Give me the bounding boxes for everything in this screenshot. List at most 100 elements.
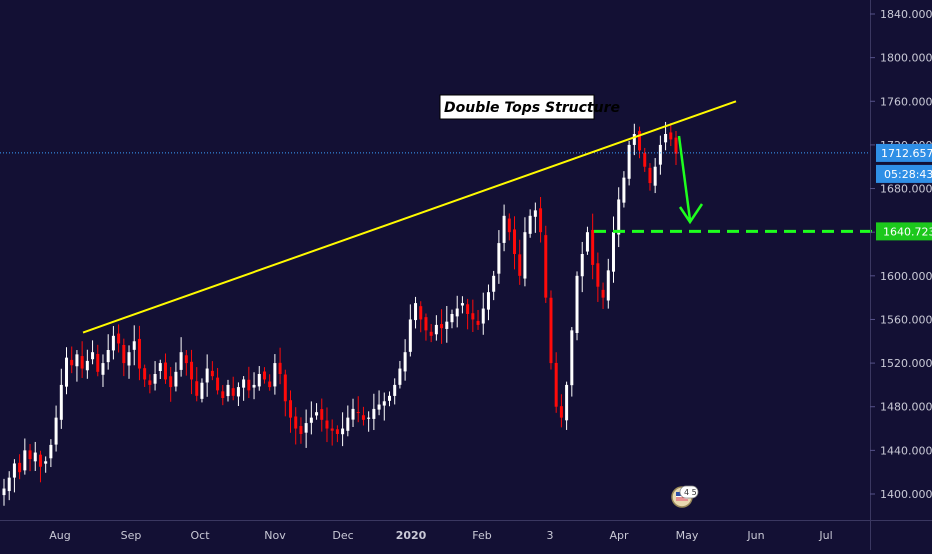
candle[interactable] bbox=[278, 347, 282, 385]
candle[interactable] bbox=[195, 367, 199, 402]
candle[interactable] bbox=[23, 438, 27, 475]
candle[interactable] bbox=[648, 163, 652, 191]
candle[interactable] bbox=[544, 225, 548, 303]
candle[interactable] bbox=[596, 252, 600, 302]
candle[interactable] bbox=[513, 216, 517, 270]
candle[interactable] bbox=[101, 354, 105, 387]
candle[interactable] bbox=[585, 226, 589, 255]
candle[interactable] bbox=[325, 407, 329, 443]
candle[interactable] bbox=[179, 337, 183, 377]
candle[interactable] bbox=[611, 216, 615, 283]
candle[interactable] bbox=[216, 367, 220, 395]
candle[interactable] bbox=[523, 217, 527, 287]
y-axis[interactable]: 1840.0001800.0001760.0001720.0001680.000… bbox=[870, 0, 932, 550]
candle[interactable] bbox=[539, 196, 543, 243]
candle[interactable] bbox=[393, 378, 397, 405]
candle[interactable] bbox=[460, 296, 464, 314]
candle[interactable] bbox=[148, 374, 152, 394]
candle[interactable] bbox=[320, 398, 324, 432]
candle[interactable] bbox=[54, 405, 58, 452]
candle[interactable] bbox=[669, 123, 673, 147]
annotation-box[interactable]: Double Tops Structure bbox=[439, 94, 620, 120]
candle[interactable] bbox=[559, 394, 563, 428]
candle[interactable] bbox=[429, 324, 433, 343]
candle[interactable] bbox=[466, 298, 470, 330]
candle[interactable] bbox=[533, 202, 537, 233]
candle[interactable] bbox=[252, 372, 256, 400]
candle[interactable] bbox=[221, 385, 225, 406]
candle[interactable] bbox=[492, 270, 496, 301]
candle[interactable] bbox=[132, 325, 136, 366]
candle[interactable] bbox=[49, 439, 53, 468]
candle[interactable] bbox=[445, 305, 449, 343]
candle[interactable] bbox=[309, 401, 313, 435]
candle[interactable] bbox=[231, 376, 235, 401]
candle[interactable] bbox=[315, 403, 319, 420]
candle[interactable] bbox=[643, 147, 647, 172]
candle[interactable] bbox=[653, 158, 657, 194]
candle[interactable] bbox=[80, 341, 84, 378]
candle[interactable] bbox=[91, 340, 95, 365]
candle[interactable] bbox=[190, 349, 194, 395]
candle[interactable] bbox=[575, 271, 579, 341]
candle[interactable] bbox=[65, 347, 69, 395]
candle[interactable] bbox=[502, 204, 506, 252]
candle[interactable] bbox=[137, 325, 141, 381]
candle[interactable] bbox=[518, 239, 522, 285]
candle[interactable] bbox=[674, 130, 678, 165]
candle[interactable] bbox=[106, 334, 110, 370]
candle[interactable] bbox=[398, 360, 402, 389]
candle[interactable] bbox=[565, 381, 569, 430]
candle[interactable] bbox=[268, 374, 272, 391]
candle[interactable] bbox=[528, 209, 532, 238]
candle[interactable] bbox=[377, 390, 381, 416]
candle[interactable] bbox=[85, 349, 89, 379]
candle[interactable] bbox=[205, 354, 209, 397]
candle[interactable] bbox=[591, 213, 595, 280]
candle[interactable] bbox=[372, 393, 376, 431]
candle[interactable] bbox=[299, 417, 303, 444]
candle[interactable] bbox=[486, 284, 490, 321]
candle[interactable] bbox=[408, 304, 412, 357]
candle[interactable] bbox=[200, 378, 204, 403]
candle[interactable] bbox=[33, 441, 37, 471]
candle[interactable] bbox=[627, 140, 631, 186]
candle[interactable] bbox=[184, 350, 188, 376]
candle[interactable] bbox=[481, 292, 485, 335]
candle[interactable] bbox=[127, 345, 131, 379]
candle[interactable] bbox=[580, 241, 584, 293]
candle[interactable] bbox=[143, 364, 147, 387]
candle[interactable] bbox=[335, 425, 339, 443]
candle[interactable] bbox=[210, 361, 214, 381]
x-axis[interactable]: Aug Sep Oct Nov Dec 2020 Feb 3 Apr May Jun Jul bbox=[0, 520, 932, 543]
candle[interactable] bbox=[75, 350, 79, 382]
candle[interactable] bbox=[497, 230, 501, 284]
candle[interactable] bbox=[38, 450, 42, 483]
candle[interactable] bbox=[153, 361, 157, 391]
candle[interactable] bbox=[632, 123, 636, 156]
flag-badge-icon[interactable]: 4 5 bbox=[671, 485, 699, 508]
candle[interactable] bbox=[476, 309, 480, 330]
candle[interactable] bbox=[28, 444, 32, 472]
candle[interactable] bbox=[226, 379, 230, 402]
candle[interactable] bbox=[361, 406, 365, 426]
candle[interactable] bbox=[356, 396, 360, 423]
candle[interactable] bbox=[601, 282, 605, 309]
candle[interactable] bbox=[554, 352, 558, 413]
candle[interactable] bbox=[471, 299, 475, 332]
down-arrow[interactable] bbox=[677, 135, 704, 225]
candle[interactable] bbox=[117, 324, 121, 353]
candle[interactable] bbox=[59, 368, 63, 429]
candle[interactable] bbox=[44, 456, 48, 473]
candle[interactable] bbox=[341, 412, 345, 447]
candle[interactable] bbox=[242, 376, 246, 401]
candle[interactable] bbox=[236, 382, 240, 406]
candle[interactable] bbox=[455, 295, 459, 328]
candle[interactable] bbox=[507, 213, 511, 241]
candle[interactable] bbox=[122, 338, 126, 377]
candle[interactable] bbox=[367, 411, 371, 432]
candle[interactable] bbox=[158, 359, 162, 379]
candle[interactable] bbox=[70, 346, 74, 374]
candle[interactable] bbox=[549, 290, 553, 370]
